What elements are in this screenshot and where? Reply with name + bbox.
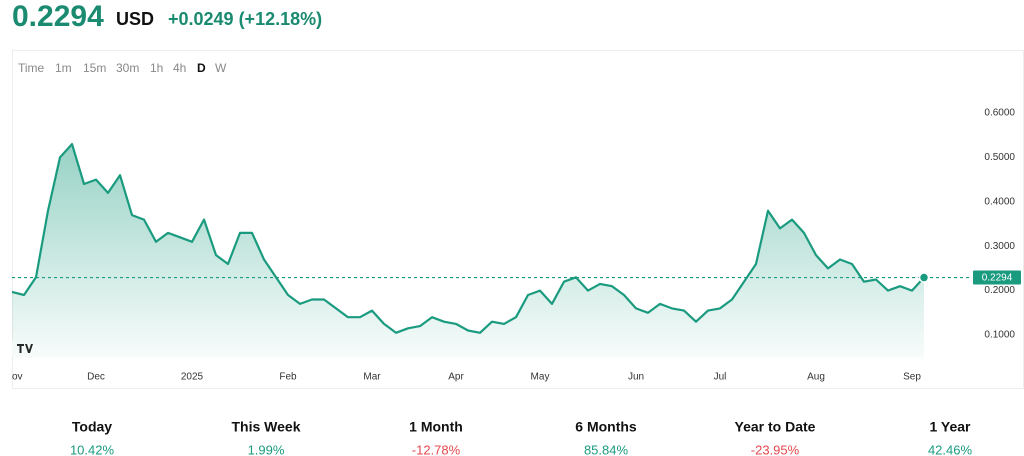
price: 0.2294 [12,0,104,33]
x-tick-label: Apr [448,372,464,383]
interval-button[interactable]: Time [18,61,45,75]
perf-label: 1 Year [929,419,971,435]
perf-label: Today [72,419,112,435]
last-price-box [973,270,1021,285]
y-tick-label: 0.4000 [984,196,1015,207]
area [12,144,924,358]
y-tick-label: 0.5000 [984,152,1015,163]
price-line [11,143,925,334]
x-tick-label: Feb [279,372,297,383]
currency: USD [116,9,154,29]
perf-value: 1.99% [248,442,285,456]
x-tick-label: Sep [903,372,921,383]
x-tick-label: Mar [363,372,381,383]
y-tick-label: 0.2000 [984,285,1015,296]
x-tick-label: Dec [87,372,105,383]
y-tick-label: 0.3000 [984,241,1015,252]
interval-button[interactable]: 15m [83,61,106,75]
perf-value: 42.46% [928,442,973,456]
perf-label: Year to Date [735,419,816,435]
x-tick-label: Aug [807,372,825,383]
interval-button[interactable]: 1m [55,61,72,75]
perf-label: This Week [232,419,301,435]
perf-value: 85.84% [584,442,629,456]
perf-label: 6 Months [575,419,637,435]
interval-button[interactable]: 1h [150,61,163,75]
interval-button[interactable]: D [197,61,206,75]
x-tick-label: 2025 [181,372,204,383]
perf-value: 10.42% [70,442,115,456]
interval-button[interactable]: 30m [116,61,139,75]
last-price-label: 0.2294 [982,273,1013,284]
x-tick-label: May [531,372,550,383]
x-tick-label: Jun [628,372,644,383]
interval-button[interactable]: W [215,61,227,75]
last-point [918,272,930,283]
change: +0.0249 (+12.18%) [168,9,322,29]
y-tick-label: 0.1000 [984,330,1015,341]
perf-value: -23.95% [751,442,800,456]
perf-label: 1 Month [409,419,463,435]
perf-value: -12.78% [412,442,461,456]
x-tick-label: Jul [714,372,727,383]
x-tick-label: ov [12,372,23,383]
y-tick-label: 0.6000 [984,108,1015,119]
interval-button[interactable]: 4h [173,61,186,75]
